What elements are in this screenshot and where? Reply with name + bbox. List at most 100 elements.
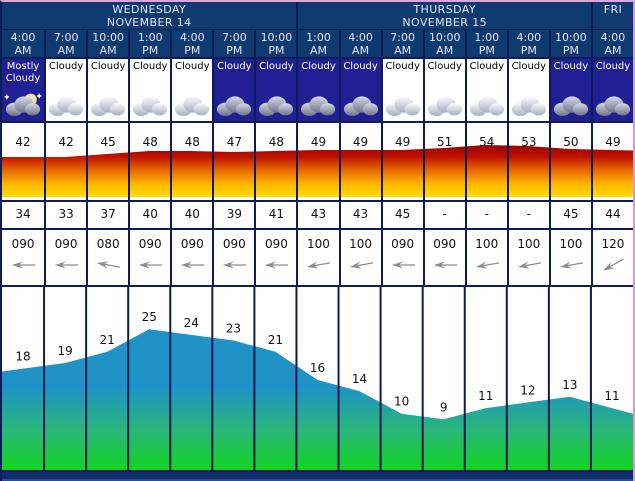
svg-text:11: 11 <box>604 389 619 403</box>
wind-direction-cell: 090 <box>254 230 296 285</box>
condition-cell: Cloudy <box>506 59 549 121</box>
condition-cell: Cloudy <box>128 59 171 121</box>
wind-direction-cell: 090 <box>44 230 86 285</box>
time: 7:00 <box>222 31 247 44</box>
secondary-temp-value: 40 <box>142 207 158 221</box>
wind-direction-cell: 090 <box>380 230 423 285</box>
time: 4:00 <box>10 31 36 44</box>
wind-arrow-icon <box>139 261 163 269</box>
condition-label: Cloudy <box>48 61 84 72</box>
secondary-temp-cell: 40 <box>128 202 170 228</box>
condition-label: Cloudy <box>469 61 504 72</box>
time-cell: 4:00 AM <box>338 30 381 57</box>
wind-direction-value: 100 <box>475 237 499 251</box>
wind-direction-value: 090 <box>180 237 204 251</box>
temperature-cell: 48 <box>170 123 212 200</box>
time: 4:00 <box>600 31 626 44</box>
temperature-cell: 49 <box>296 123 338 200</box>
day-header-wednesday: WEDNESDAY NOVEMBER 14 <box>2 2 296 29</box>
wind-speed-chart: 18 19 21 25 24 23 21 16 14 10 9 11 12 13 11 <box>2 287 633 470</box>
temperature-value: 49 <box>605 135 621 149</box>
wind-direction-value: 090 <box>222 237 246 251</box>
time-cell: 4:00 PM <box>170 30 212 57</box>
wind-direction-row: 090 090 080 090 090 090 090 100 100 090 … <box>2 228 633 285</box>
day-header-thursday: THURSDAY NOVEMBER 15 <box>296 2 590 29</box>
secondary-temp-cell: 40 <box>170 202 212 228</box>
time-cell: 7:00 AM <box>44 30 86 57</box>
time-cell: 7:00 PM <box>212 30 254 57</box>
time: 10:00 <box>260 31 293 44</box>
time: 10:00 <box>92 31 124 44</box>
condition-label: Cloudy <box>427 61 462 72</box>
time: 10:00 <box>428 31 461 44</box>
temperature-value: 51 <box>437 135 453 149</box>
bottom-bar <box>2 470 633 481</box>
wind-arrow-icon <box>97 261 121 269</box>
cloud-icon <box>384 92 422 117</box>
secondary-temp-value: 45 <box>563 207 579 221</box>
time: 7:00 <box>53 31 79 44</box>
cloud-icon <box>299 92 337 117</box>
condition-label: Cloudy <box>217 61 252 72</box>
wind-direction-value: 100 <box>349 237 373 251</box>
temperature-value: 48 <box>142 135 158 149</box>
condition-cell: Cloudy <box>254 59 297 121</box>
day-header-row: WEDNESDAY NOVEMBER 14 THURSDAY NOVEMBER … <box>2 2 633 29</box>
temperature-cell: 54 <box>464 123 507 200</box>
secondary-temp-value: 44 <box>605 207 621 221</box>
condition-cell: Cloudy <box>548 59 591 121</box>
time-cell: 10:00 AM <box>422 30 465 57</box>
wind-speed-chart-row: 18 19 21 25 24 23 21 16 14 10 9 11 12 13 11 <box>2 285 633 470</box>
time-period: AM <box>394 44 412 57</box>
wind-direction-value: 090 <box>138 237 162 251</box>
wind-direction-value: 090 <box>433 237 457 251</box>
wind-direction-cell: 120 <box>590 230 633 285</box>
temperature-cell: 49 <box>380 123 423 200</box>
svg-text:21: 21 <box>100 333 115 347</box>
time-cell: 4:00 AM <box>590 30 633 57</box>
secondary-temp-value: 43 <box>352 207 369 221</box>
wind-arrow-icon <box>11 261 36 269</box>
svg-text:10: 10 <box>394 395 409 409</box>
temperature-band-row: 42 42 45 48 48 47 48 49 49 49 51 54 53 5… <box>2 121 633 200</box>
wind-direction-value: 090 <box>11 237 35 251</box>
condition-row: Mostly Cloudy Cloudy Cloudy Cloudy Cloud… <box>2 57 633 121</box>
secondary-temp-cell: 34 <box>2 202 44 228</box>
wind-direction-cell: 100 <box>296 230 338 285</box>
time: 7:00 <box>390 31 415 44</box>
secondary-temp-value: - <box>484 207 489 221</box>
time-period: AM <box>57 44 75 57</box>
time-period: PM <box>184 44 201 57</box>
wind-direction-cell: 080 <box>86 230 128 285</box>
cloud-icon <box>173 92 211 117</box>
cloud-icon <box>510 92 548 117</box>
secondary-temp-cell: 41 <box>254 202 296 228</box>
temperature-cell: 42 <box>2 123 44 200</box>
wind-direction-cell: 090 <box>128 230 170 285</box>
temperature-value: 45 <box>100 135 116 149</box>
cloud-icon <box>131 92 169 117</box>
svg-text:18: 18 <box>15 350 30 364</box>
condition-label: Mostly Cloudy <box>5 61 41 84</box>
condition-label: Cloudy <box>553 61 589 72</box>
temperature-cell: 49 <box>338 123 381 200</box>
condition-label: Cloudy <box>511 61 547 72</box>
secondary-temp-value: - <box>526 207 531 221</box>
time-period: AM <box>604 44 622 57</box>
time-period: PM <box>520 44 537 57</box>
cloud-icon <box>594 92 632 117</box>
secondary-temp-value: - <box>442 207 447 221</box>
condition-cell: Cloudy <box>212 59 255 121</box>
condition-label: Cloudy <box>301 61 336 72</box>
secondary-temp-value: 37 <box>100 207 116 221</box>
temperature-cell: 49 <box>590 123 633 200</box>
temperature-value: 49 <box>352 135 369 149</box>
time-cell: 10:00 PM <box>548 30 591 57</box>
secondary-temp-value: 43 <box>310 207 327 221</box>
wind-arrow-icon <box>223 261 247 269</box>
time-period: AM <box>436 44 454 57</box>
condition-cell: Cloudy <box>380 59 423 121</box>
condition-label: Cloudy <box>595 61 631 72</box>
condition-cell: Cloudy <box>170 59 213 121</box>
